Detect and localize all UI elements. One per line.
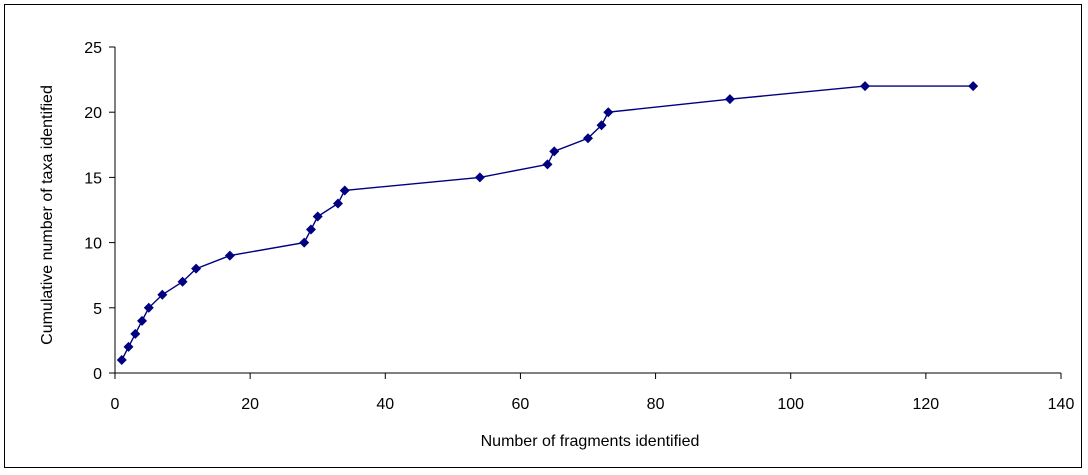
data-point	[157, 289, 168, 300]
axes: 0 5 10 15 20 25 0 20 40 60 80 100 120 140	[84, 40, 1074, 413]
x-tick-label: 20	[241, 396, 259, 413]
data-point	[968, 81, 979, 92]
y-tick-label: 25	[84, 40, 102, 57]
x-tick-label: 60	[512, 396, 530, 413]
data-point	[224, 250, 235, 261]
series-line	[121, 85, 974, 361]
data-point	[860, 81, 871, 92]
data-point	[177, 276, 188, 287]
data-point	[137, 315, 148, 326]
y-tick-label: 5	[93, 301, 102, 318]
data-point	[116, 354, 127, 365]
y-tick-label: 15	[84, 170, 102, 187]
data-point	[724, 94, 735, 105]
x-axis-title: Number of fragments identified	[481, 433, 700, 450]
data-point	[130, 328, 141, 339]
data-point	[474, 172, 485, 183]
data-point	[143, 302, 154, 313]
x-tick-label: 120	[913, 396, 940, 413]
series-layer	[116, 81, 979, 365]
data-point	[332, 198, 343, 209]
x-tick-label: 80	[647, 396, 665, 413]
y-tick-label: 0	[93, 366, 102, 383]
data-point	[305, 224, 316, 235]
data-point	[312, 211, 323, 222]
x-tick-label: 0	[111, 396, 120, 413]
data-point	[299, 237, 310, 248]
y-axis-title: Cumulative number of taxa identified	[39, 85, 56, 345]
x-tick-label: 100	[777, 396, 804, 413]
x-tick-label: 40	[376, 396, 394, 413]
chart-frame	[4, 4, 1082, 468]
data-point	[603, 107, 614, 118]
data-point	[583, 133, 593, 144]
y-tick-label: 20	[84, 105, 102, 122]
x-tick-label: 140	[1048, 396, 1075, 413]
data-point	[191, 263, 202, 274]
y-tick-label: 10	[84, 236, 102, 253]
data-point	[339, 185, 350, 196]
data-point	[123, 341, 134, 352]
data-point	[542, 159, 553, 170]
data-point	[549, 146, 560, 157]
data-point	[596, 120, 607, 131]
